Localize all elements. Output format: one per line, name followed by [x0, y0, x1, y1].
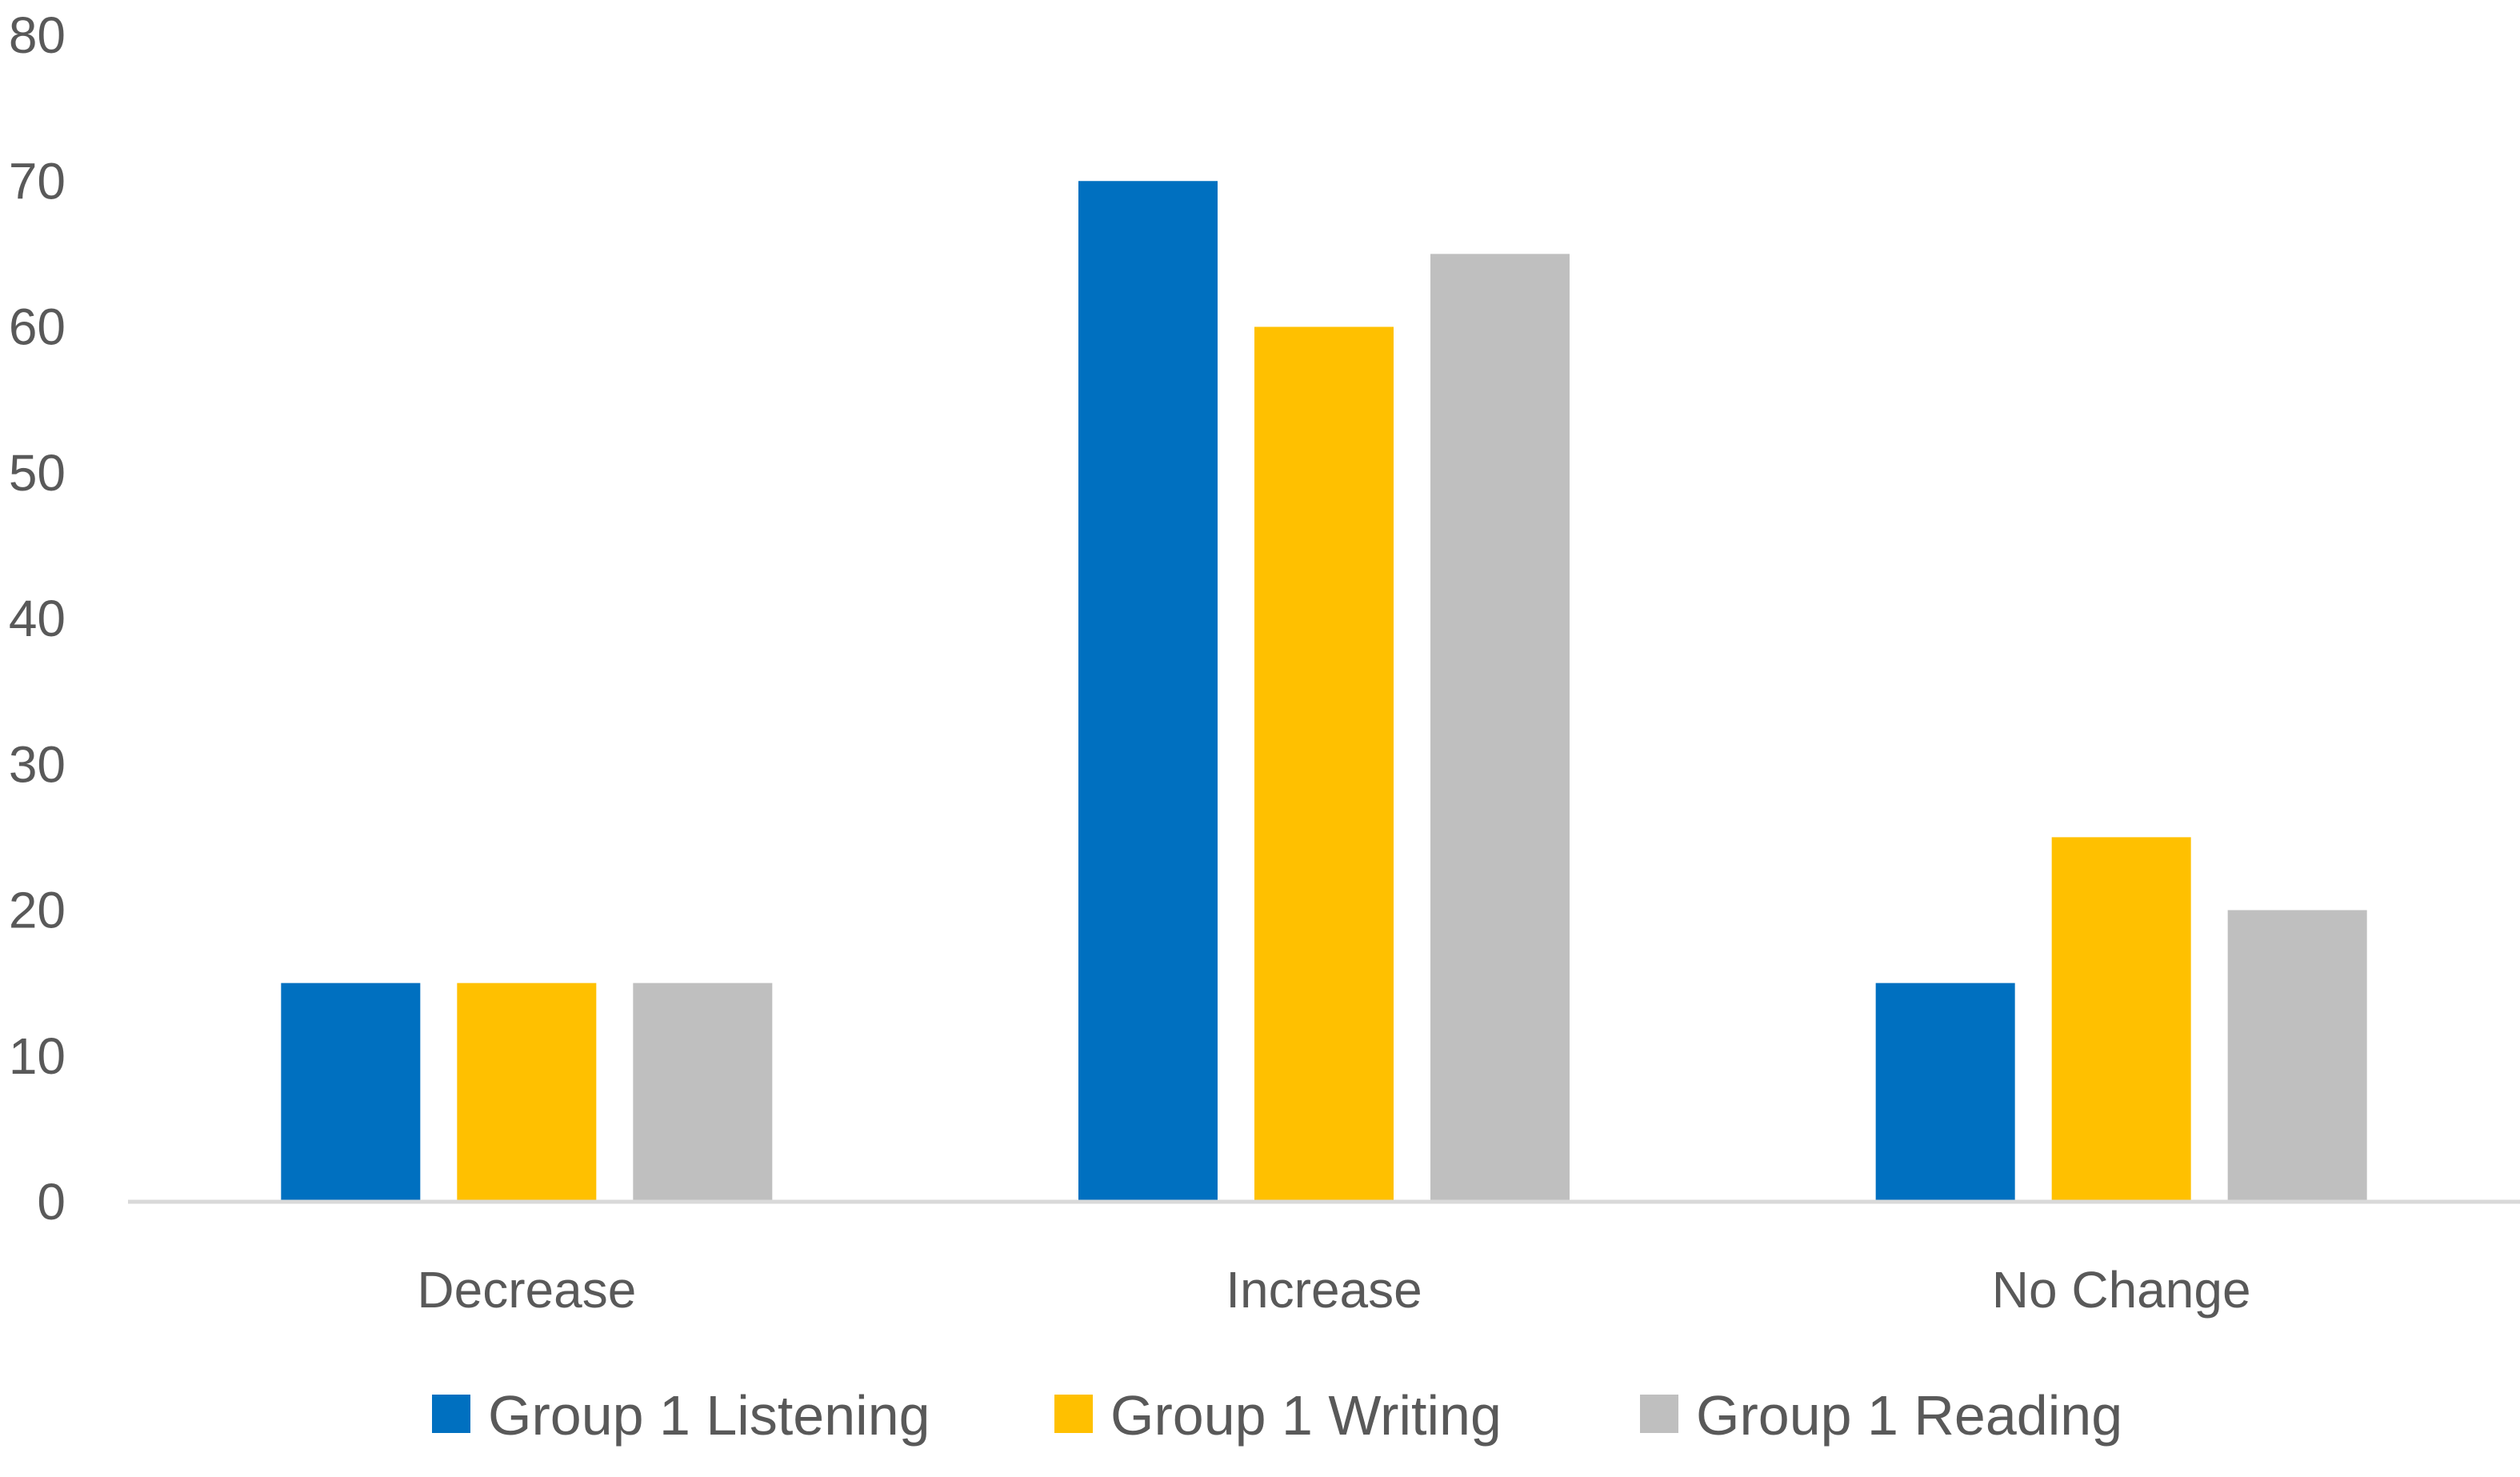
y-tick-label-80: 80 [9, 6, 66, 64]
legend-item-group-1-listening: Group 1 Listening [432, 1384, 930, 1447]
legend: Group 1 Listening Group 1 Writing Group 1 … [432, 1384, 2122, 1447]
bar-decrease-group-1-listening [281, 983, 421, 1202]
y-axis-ticks: 0 10 20 30 40 50 60 70 80 [9, 6, 66, 1231]
x-tick-label-increase: Increase [1226, 1261, 1422, 1319]
y-tick-label-30: 30 [9, 735, 66, 793]
bar-no-change-group-1-listening [1875, 983, 2015, 1202]
y-tick-label-60: 60 [9, 298, 66, 356]
y-tick-label-70: 70 [9, 152, 66, 210]
legend-label-group-1-writing: Group 1 Writing [1110, 1384, 1502, 1447]
legend-swatch-group-1-reading [1640, 1395, 1678, 1433]
bar-decrease-group-1-writing [457, 983, 597, 1202]
bar-increase-group-1-writing [1254, 326, 1394, 1202]
legend-label-group-1-listening: Group 1 Listening [488, 1384, 930, 1447]
legend-swatch-group-1-listening [432, 1395, 470, 1433]
bar-no-change-group-1-writing [2051, 837, 2191, 1202]
legend-item-group-1-reading: Group 1 Reading [1640, 1384, 2122, 1447]
x-tick-label-no-change: No Change [1992, 1261, 2251, 1319]
x-tick-label-decrease: Decrease [417, 1261, 636, 1319]
y-tick-label-0: 0 [37, 1173, 66, 1231]
bar-increase-group-1-listening [1078, 181, 1218, 1202]
bar-increase-group-1-reading [1430, 254, 1570, 1202]
y-tick-label-40: 40 [9, 590, 66, 647]
bar-decrease-group-1-reading [633, 983, 773, 1202]
y-tick-label-50: 50 [9, 444, 66, 502]
legend-item-group-1-writing: Group 1 Writing [1054, 1384, 1502, 1447]
x-axis-ticks: Decrease Increase No Change [417, 1261, 2250, 1319]
legend-label-group-1-reading: Group 1 Reading [1696, 1384, 2122, 1447]
legend-swatch-group-1-writing [1054, 1395, 1093, 1433]
bars [281, 181, 2367, 1202]
y-tick-label-20: 20 [9, 882, 66, 939]
bar-no-change-group-1-reading [2227, 910, 2367, 1202]
y-tick-label-10: 10 [9, 1027, 66, 1085]
